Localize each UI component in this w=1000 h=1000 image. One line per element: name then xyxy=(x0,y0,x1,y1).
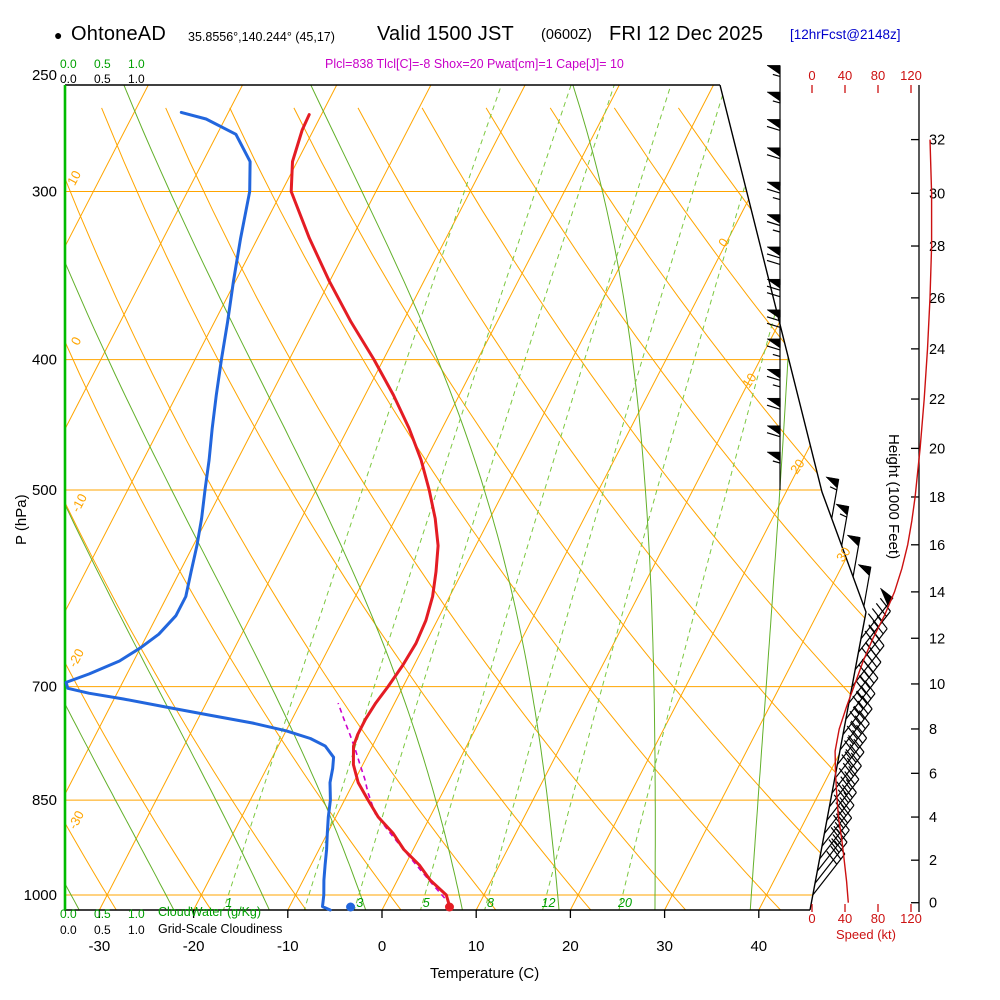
temperature-curve xyxy=(289,113,452,909)
svg-text:22: 22 xyxy=(929,392,945,408)
svg-text:10: 10 xyxy=(929,677,945,693)
cloudiness-label: Grid-Scale Cloudiness xyxy=(158,922,283,936)
svg-text:40: 40 xyxy=(838,68,852,83)
svg-text:40: 40 xyxy=(838,911,852,926)
skewt-grid xyxy=(65,85,866,910)
svg-text:18: 18 xyxy=(929,490,945,506)
svg-text:-30: -30 xyxy=(89,938,111,955)
svg-text:6: 6 xyxy=(929,766,937,782)
station-coords: 35.8556°,140.244° (45,17) xyxy=(188,30,335,44)
svg-text:12: 12 xyxy=(929,631,945,647)
svg-text:8: 8 xyxy=(929,722,937,738)
height-axis-label: Height (1000 Feet) xyxy=(885,434,902,560)
parcel-path-line xyxy=(337,702,452,906)
surface-temp-dot xyxy=(444,902,454,912)
svg-text:20: 20 xyxy=(562,938,579,955)
valid-time: Valid 1500 JST xyxy=(377,23,514,45)
svg-text:0: 0 xyxy=(378,938,386,955)
svg-text:24: 24 xyxy=(929,342,945,358)
svg-text:16: 16 xyxy=(929,538,945,554)
svg-text:30: 30 xyxy=(929,186,945,202)
svg-text:-10: -10 xyxy=(68,491,90,515)
cloudiness-scale-top: 0.0 0.5 1.0 xyxy=(60,72,145,86)
svg-text:-20: -20 xyxy=(65,646,87,670)
station-name: OhtoneAD xyxy=(71,23,166,45)
forecast-tag: [12hrFcst@2148z] xyxy=(790,27,901,42)
svg-text:30: 30 xyxy=(833,544,854,564)
station-marker-icon: ● xyxy=(54,27,63,43)
svg-text:28: 28 xyxy=(929,239,945,255)
svg-text:300: 300 xyxy=(32,184,57,201)
svg-text:20: 20 xyxy=(787,456,808,476)
svg-text:850: 850 xyxy=(32,792,57,809)
svg-text:0: 0 xyxy=(68,334,85,347)
valid-utc: (0600Z) xyxy=(541,27,592,43)
cloudiness-scale-bottom: 0.0 0.5 1.0 xyxy=(60,923,145,937)
cloudwater-label: CloudWater (g/Kg) xyxy=(158,905,262,919)
wind-speed-curve xyxy=(834,139,933,903)
pressure-axis-label: P (hPa) xyxy=(13,494,30,545)
svg-text:0: 0 xyxy=(808,911,815,926)
svg-text:120: 120 xyxy=(900,68,922,83)
svg-text:14: 14 xyxy=(929,585,945,601)
svg-text:10: 10 xyxy=(739,370,760,390)
svg-text:20: 20 xyxy=(617,896,632,910)
svg-text:500: 500 xyxy=(32,482,57,499)
valid-date: FRI 12 Dec 2025 xyxy=(609,23,764,45)
svg-text:400: 400 xyxy=(32,352,57,369)
svg-text:120: 120 xyxy=(900,911,922,926)
temperature-axis-label: Temperature (C) xyxy=(430,965,540,982)
cloudwater-scale-top: 0.0 0.5 1.0 xyxy=(60,57,145,71)
svg-text:80: 80 xyxy=(871,68,885,83)
svg-text:26: 26 xyxy=(929,291,945,307)
wind-barbs xyxy=(766,65,894,896)
svg-text:4: 4 xyxy=(929,810,937,826)
svg-text:32: 32 xyxy=(929,133,945,149)
svg-text:5: 5 xyxy=(423,896,430,910)
speed-axis-label: Speed (kt) xyxy=(836,927,896,942)
svg-text:250: 250 xyxy=(32,67,57,84)
svg-text:12: 12 xyxy=(542,896,556,910)
svg-text:40: 40 xyxy=(750,938,767,955)
svg-text:1000: 1000 xyxy=(24,887,57,904)
svg-text:3: 3 xyxy=(356,896,363,910)
svg-text:80: 80 xyxy=(871,911,885,926)
svg-text:0: 0 xyxy=(808,68,815,83)
svg-text:-10: -10 xyxy=(277,938,299,955)
svg-text:1: 1 xyxy=(225,896,232,910)
svg-text:10: 10 xyxy=(468,938,485,955)
svg-text:700: 700 xyxy=(32,679,57,696)
svg-text:10: 10 xyxy=(64,168,84,188)
svg-text:30: 30 xyxy=(656,938,673,955)
svg-text:20: 20 xyxy=(929,441,945,457)
svg-text:-20: -20 xyxy=(183,938,205,955)
dewpoint-curve xyxy=(64,110,336,912)
svg-text:8: 8 xyxy=(487,896,494,910)
surface-dewpoint-dot xyxy=(346,902,356,912)
svg-text:2: 2 xyxy=(929,853,937,869)
cloudwater-scale-bottom: 0.0 0.5 1.0 xyxy=(60,907,145,921)
moisture-grid xyxy=(65,85,841,910)
svg-text:0: 0 xyxy=(929,896,937,912)
plot-frame xyxy=(63,84,867,911)
stability-stats: Plcl=838 Tlcl[C]=-8 Shox=20 Pwat[cm]=1 C… xyxy=(325,57,624,71)
